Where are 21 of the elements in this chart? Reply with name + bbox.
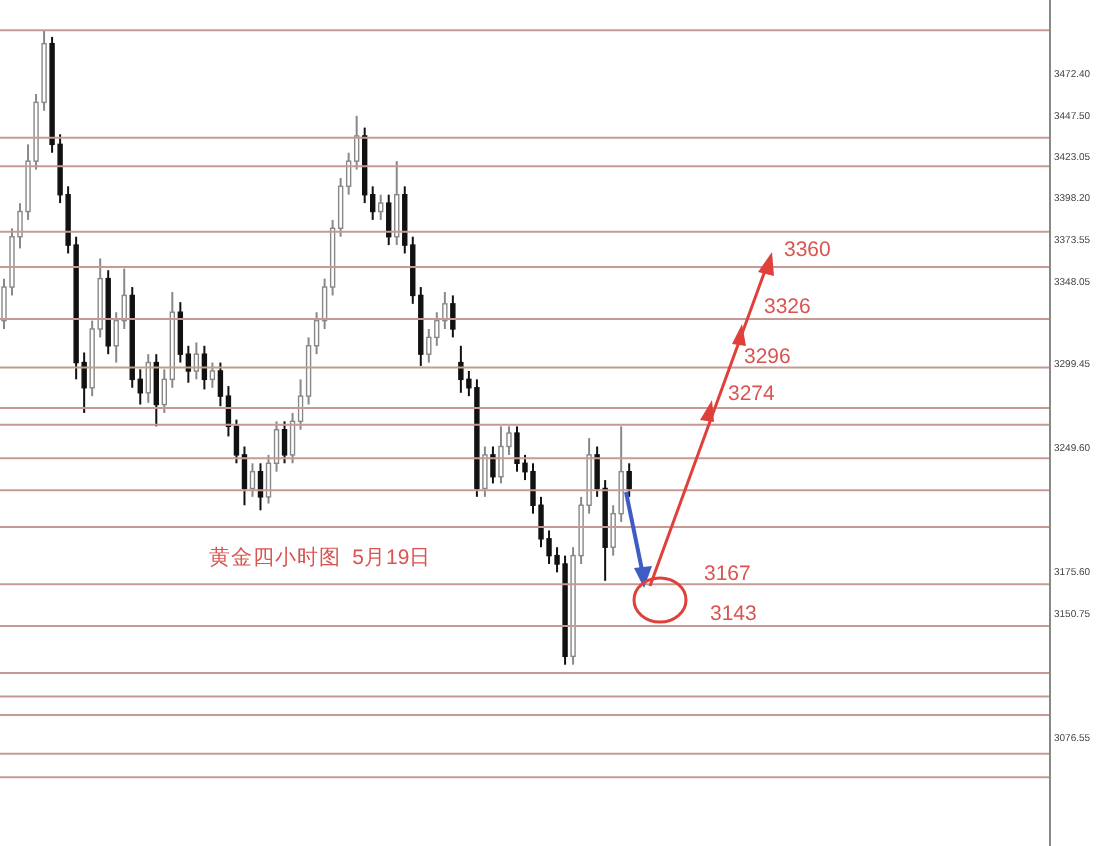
candlestick [498, 425, 504, 485]
candlestick [281, 420, 288, 465]
annotation: 黄金四小时图 5月19日 [208, 544, 432, 570]
annotation: 3360 [784, 237, 832, 262]
candlestick [626, 462, 632, 498]
annotation: 3274 [728, 382, 776, 407]
annotation: 3326 [764, 294, 812, 319]
annotation: 3296 [744, 345, 792, 370]
candlestick [490, 445, 496, 485]
candlestick [450, 294, 456, 339]
annotation: 3167 [704, 561, 752, 586]
candlestick [458, 344, 464, 394]
candlestick [378, 193, 384, 221]
candlestick [209, 361, 216, 389]
candlestick [249, 462, 256, 498]
candlestick [426, 328, 432, 364]
candlestick [482, 445, 488, 498]
candlestick [434, 311, 440, 347]
candlestick [514, 425, 520, 473]
annotation: 3143 [710, 602, 758, 627]
candlestick [442, 291, 448, 330]
